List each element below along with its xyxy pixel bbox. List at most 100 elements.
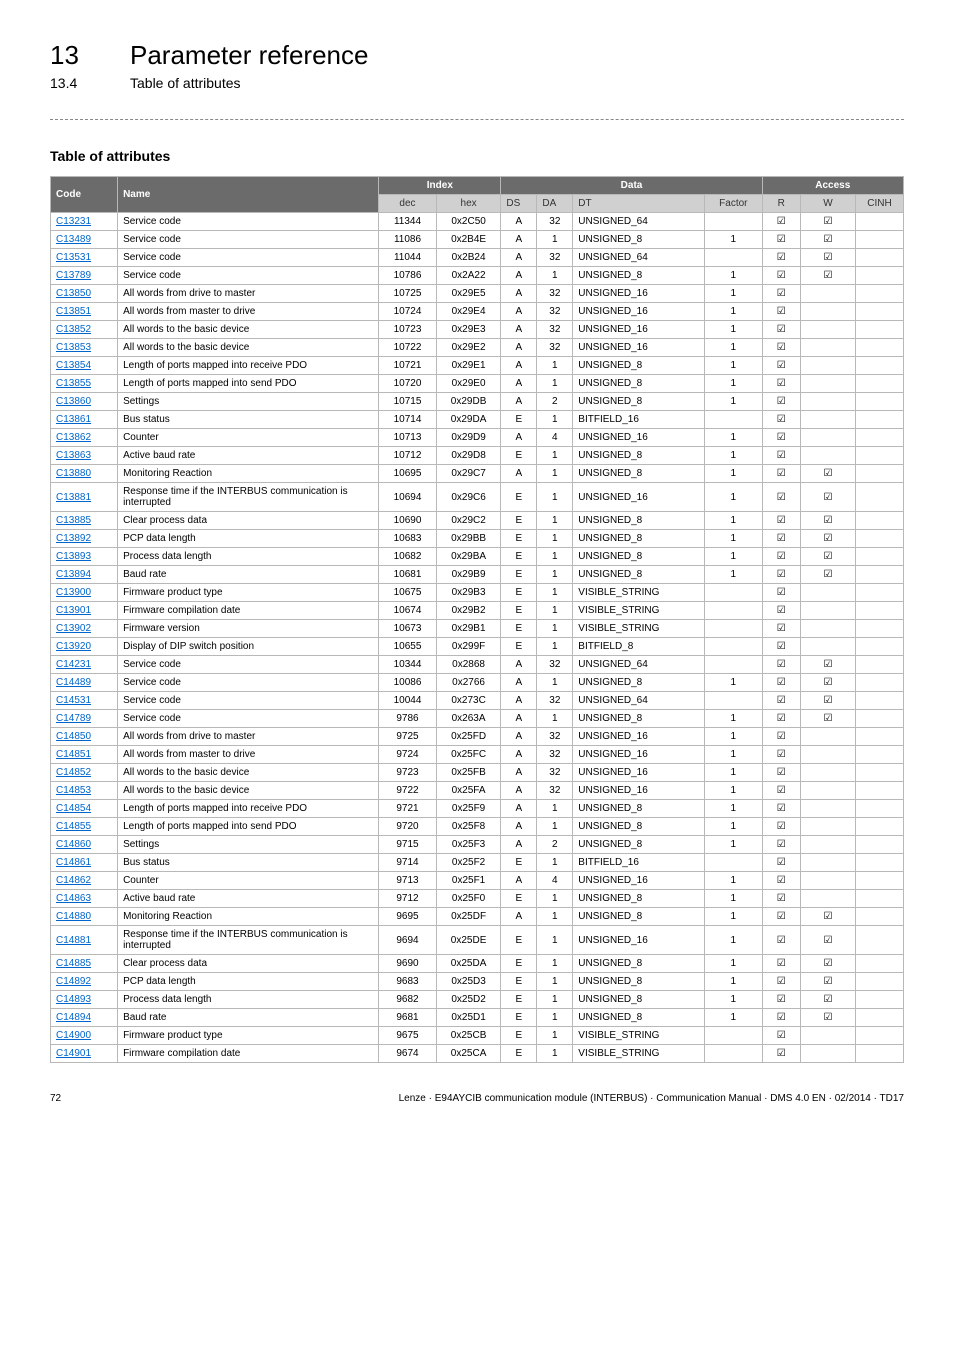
cell-code[interactable]: C14854 xyxy=(51,800,118,818)
cell-code[interactable]: C13863 xyxy=(51,447,118,465)
cell-code[interactable]: C14900 xyxy=(51,1027,118,1045)
cell-code[interactable]: C13852 xyxy=(51,321,118,339)
code-link[interactable]: C14854 xyxy=(56,803,91,814)
cell-factor xyxy=(705,411,763,429)
cell-code[interactable]: C13894 xyxy=(51,566,118,584)
code-link[interactable]: C14855 xyxy=(56,821,91,832)
cell-code[interactable]: C14863 xyxy=(51,890,118,908)
code-link[interactable]: C14900 xyxy=(56,1030,91,1041)
cell-code[interactable]: C13862 xyxy=(51,429,118,447)
cell-da: 1 xyxy=(537,973,573,991)
code-link[interactable]: C13852 xyxy=(56,324,91,335)
cell-code[interactable]: C14231 xyxy=(51,656,118,674)
cell-code[interactable]: C13920 xyxy=(51,638,118,656)
code-link[interactable]: C14852 xyxy=(56,767,91,778)
table-row: C14894Baud rate96810x25D1E1UNSIGNED_81☑☑ xyxy=(51,1009,904,1027)
code-link[interactable]: C14853 xyxy=(56,785,91,796)
code-link[interactable]: C14881 xyxy=(56,935,91,946)
cell-code[interactable]: C14855 xyxy=(51,818,118,836)
cell-code[interactable]: C13855 xyxy=(51,375,118,393)
code-link[interactable]: C13861 xyxy=(56,414,91,425)
cell-code[interactable]: C13851 xyxy=(51,303,118,321)
code-link[interactable]: C14489 xyxy=(56,677,91,688)
cell-code[interactable]: C14852 xyxy=(51,764,118,782)
cell-code[interactable]: C13900 xyxy=(51,584,118,602)
cell-code[interactable]: C14850 xyxy=(51,728,118,746)
cell-code[interactable]: C14885 xyxy=(51,955,118,973)
code-link[interactable]: C13789 xyxy=(56,270,91,281)
code-link[interactable]: C13855 xyxy=(56,378,91,389)
cell-code[interactable]: C13860 xyxy=(51,393,118,411)
cell-code[interactable]: C14862 xyxy=(51,872,118,890)
code-link[interactable]: C14880 xyxy=(56,911,91,922)
cell-code[interactable]: C14901 xyxy=(51,1045,118,1063)
code-link[interactable]: C14231 xyxy=(56,659,91,670)
code-link[interactable]: C13862 xyxy=(56,432,91,443)
cell-code[interactable]: C13880 xyxy=(51,465,118,483)
cell-code[interactable]: C14893 xyxy=(51,991,118,1009)
cell-code[interactable]: C14880 xyxy=(51,908,118,926)
cell-code[interactable]: C13489 xyxy=(51,231,118,249)
code-link[interactable]: C13860 xyxy=(56,396,91,407)
cell-code[interactable]: C13789 xyxy=(51,267,118,285)
code-link[interactable]: C14892 xyxy=(56,976,91,987)
code-link[interactable]: C13893 xyxy=(56,551,91,562)
code-link[interactable]: C14893 xyxy=(56,994,91,1005)
code-link[interactable]: C13863 xyxy=(56,450,91,461)
code-link[interactable]: C14885 xyxy=(56,958,91,969)
code-link[interactable]: C14531 xyxy=(56,695,91,706)
cell-code[interactable]: C13231 xyxy=(51,213,118,231)
cell-code[interactable]: C14531 xyxy=(51,692,118,710)
cell-code[interactable]: C13850 xyxy=(51,285,118,303)
code-link[interactable]: C14861 xyxy=(56,857,91,868)
code-link[interactable]: C13920 xyxy=(56,641,91,652)
cell-code[interactable]: C13531 xyxy=(51,249,118,267)
cell-code[interactable]: C14861 xyxy=(51,854,118,872)
cell-code[interactable]: C14881 xyxy=(51,926,118,955)
code-link[interactable]: C14789 xyxy=(56,713,91,724)
code-link[interactable]: C13489 xyxy=(56,234,91,245)
code-link[interactable]: C14860 xyxy=(56,839,91,850)
cell-code[interactable]: C14489 xyxy=(51,674,118,692)
cell-code[interactable]: C14894 xyxy=(51,1009,118,1027)
cell-code[interactable]: C13854 xyxy=(51,357,118,375)
code-link[interactable]: C13902 xyxy=(56,623,91,634)
cell-code[interactable]: C14853 xyxy=(51,782,118,800)
cell-w: ☑ xyxy=(800,926,855,955)
code-link[interactable]: C13531 xyxy=(56,252,91,263)
code-link[interactable]: C14894 xyxy=(56,1012,91,1023)
code-link[interactable]: C13880 xyxy=(56,468,91,479)
cell-code[interactable]: C13861 xyxy=(51,411,118,429)
cell-cinh xyxy=(856,584,904,602)
code-link[interactable]: C13900 xyxy=(56,587,91,598)
cell-code[interactable]: C13885 xyxy=(51,512,118,530)
code-link[interactable]: C14862 xyxy=(56,875,91,886)
code-link[interactable]: C14850 xyxy=(56,731,91,742)
code-link[interactable]: C13894 xyxy=(56,569,91,580)
code-link[interactable]: C13854 xyxy=(56,360,91,371)
cell-dec: 10712 xyxy=(379,447,437,465)
code-link[interactable]: C13850 xyxy=(56,288,91,299)
code-link[interactable]: C13881 xyxy=(56,492,91,503)
cell-code[interactable]: C13893 xyxy=(51,548,118,566)
cell-hex: 0x29D9 xyxy=(436,429,501,447)
code-link[interactable]: C13885 xyxy=(56,515,91,526)
cell-code[interactable]: C14789 xyxy=(51,710,118,728)
cell-code[interactable]: C14892 xyxy=(51,973,118,991)
cell-code[interactable]: C14851 xyxy=(51,746,118,764)
cell-code[interactable]: C13853 xyxy=(51,339,118,357)
cell-code[interactable]: C13892 xyxy=(51,530,118,548)
code-link[interactable]: C13851 xyxy=(56,306,91,317)
code-link[interactable]: C14901 xyxy=(56,1048,91,1059)
code-link[interactable]: C13853 xyxy=(56,342,91,353)
cell-code[interactable]: C13901 xyxy=(51,602,118,620)
code-link[interactable]: C14851 xyxy=(56,749,91,760)
cell-code[interactable]: C13902 xyxy=(51,620,118,638)
cell-code[interactable]: C14860 xyxy=(51,836,118,854)
cell-code[interactable]: C13881 xyxy=(51,483,118,512)
code-link[interactable]: C13231 xyxy=(56,216,91,227)
code-link[interactable]: C13901 xyxy=(56,605,91,616)
code-link[interactable]: C14863 xyxy=(56,893,91,904)
table-row: C13880Monitoring Reaction106950x29C7A1UN… xyxy=(51,465,904,483)
code-link[interactable]: C13892 xyxy=(56,533,91,544)
